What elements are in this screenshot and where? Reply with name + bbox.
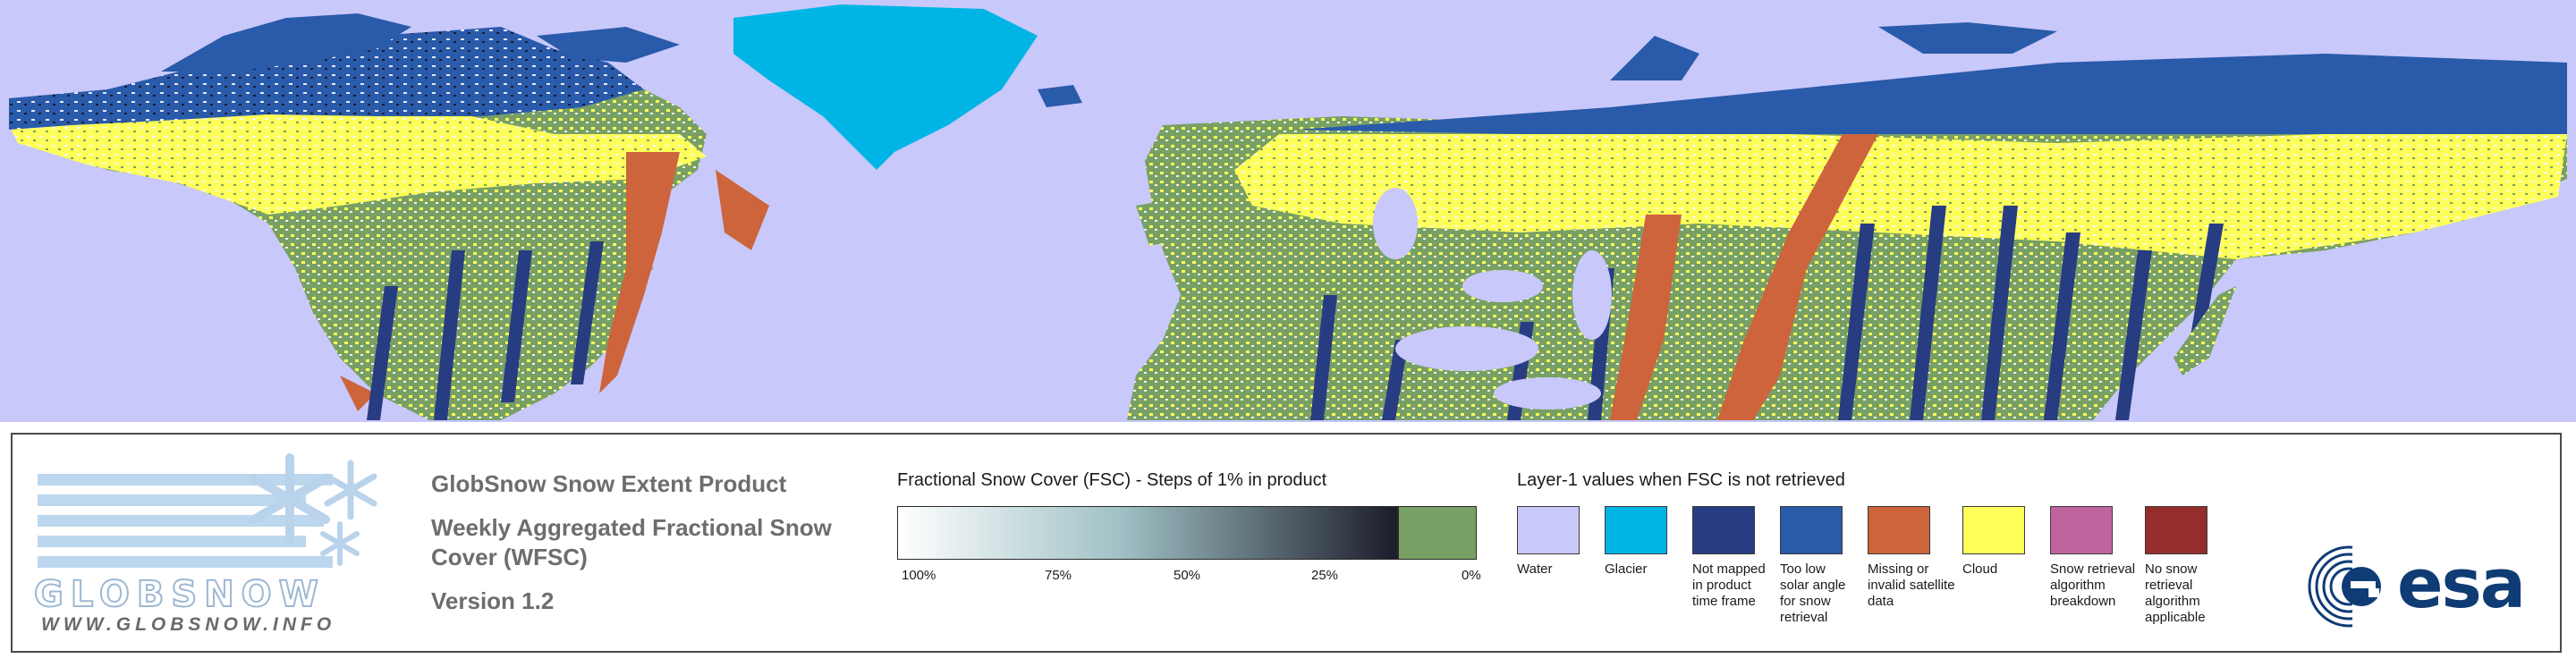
- swatch-too-low-solar: [1780, 506, 1843, 554]
- layer1-heading: Layer-1 values when FSC is not retrieved: [1517, 470, 1845, 490]
- label-glacier: Glacier: [1605, 561, 1648, 577]
- product-subtitle-line2: Cover (WFSC): [431, 544, 588, 570]
- fsc-tick-75: 75%: [1045, 568, 1072, 583]
- swatch-water: [1517, 506, 1580, 554]
- japan: [2174, 286, 2236, 376]
- fsc-heading: Fractional Snow Cover (FSC) - Steps of 1…: [897, 470, 1327, 490]
- fsc-zero-swatch: [1398, 506, 1477, 560]
- esa-wordmark: esa: [2397, 544, 2526, 623]
- fsc-tick-50: 50%: [1174, 568, 1201, 583]
- north-america: [9, 13, 769, 420]
- esa-emblem-icon: [2308, 544, 2392, 629]
- label-algorithm-breakdown: Snow retrieval algorithm breakdown: [2050, 561, 2136, 609]
- swatch-not-mapped: [1692, 506, 1755, 554]
- swatch-missing: [1868, 506, 1930, 554]
- product-subtitle-line1: Weekly Aggregated Fractional Snow: [431, 514, 832, 541]
- fsc-tick-0: 0%: [1462, 568, 1481, 583]
- label-cloud: Cloud: [1962, 561, 1998, 577]
- eurasia: [1127, 22, 2567, 420]
- map-canvas: [9, 4, 2567, 420]
- globsnow-url: WWW.GLOBSNOW.INFO: [41, 614, 336, 635]
- swatch-no-algorithm: [2145, 506, 2207, 554]
- label-too-low-solar: Too low solar angle for snow retrieval: [1780, 561, 1846, 625]
- label-missing: Missing or invalid satellite data: [1868, 561, 1955, 609]
- globsnow-wordmark: GLOBSNOW: [33, 573, 326, 616]
- british-isles: [1136, 201, 1172, 246]
- label-water: Water: [1517, 561, 1553, 577]
- greenland-glacier: [733, 4, 1038, 170]
- snowflake-icon: [250, 453, 377, 566]
- swatch-algorithm-breakdown: [2050, 506, 2113, 554]
- arctic-islands: [537, 27, 680, 63]
- iceland: [1038, 85, 1082, 107]
- product-title: GlobSnow Snow Extent Product: [431, 470, 787, 497]
- product-version: Version 1.2: [431, 587, 555, 614]
- fsc-tick-100: 100%: [902, 568, 936, 583]
- swatch-glacier: [1605, 506, 1667, 554]
- fsc-gradient-bar: [897, 506, 1398, 560]
- snow-cover-map: [0, 0, 2576, 422]
- fsc-tick-25: 25%: [1311, 568, 1339, 583]
- label-not-mapped: Not mapped in product time frame: [1692, 561, 1766, 609]
- label-no-algorithm: No snow retrieval algorithm applicable: [2145, 561, 2206, 625]
- swatch-cloud: [1962, 506, 2025, 554]
